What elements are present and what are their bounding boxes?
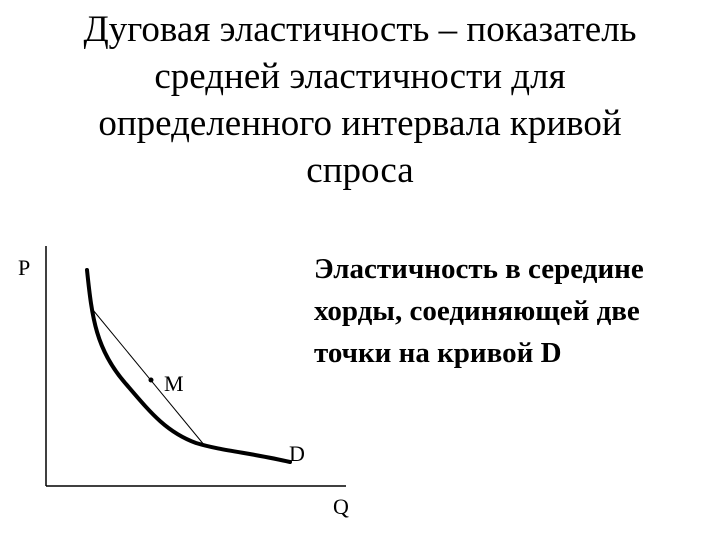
midpoint-m [148,377,154,383]
point-label-m: M [164,371,184,396]
axis-label-p: P [18,255,30,280]
slide-title: Дуговая эластичность – показатель средне… [20,6,700,194]
explanation-text: Эластичность в середине хорды, соединяющ… [314,248,714,374]
note-line-3: точки на кривой D [314,337,562,369]
note-line-1: Эластичность в середине [314,253,644,285]
chord-line [92,309,206,447]
title-line-4: спроса [306,150,414,191]
curve-label-d: D [289,441,305,466]
demand-curve [85,268,292,464]
note-line-2: хорды, соединяющей две [314,295,640,327]
title-line-2: средней эластичности для [154,56,566,97]
title-line-1: Дуговая эластичность – показатель [83,9,637,50]
title-line-3: определенного интервала кривой [98,103,622,144]
axis-label-q: Q [333,494,349,519]
